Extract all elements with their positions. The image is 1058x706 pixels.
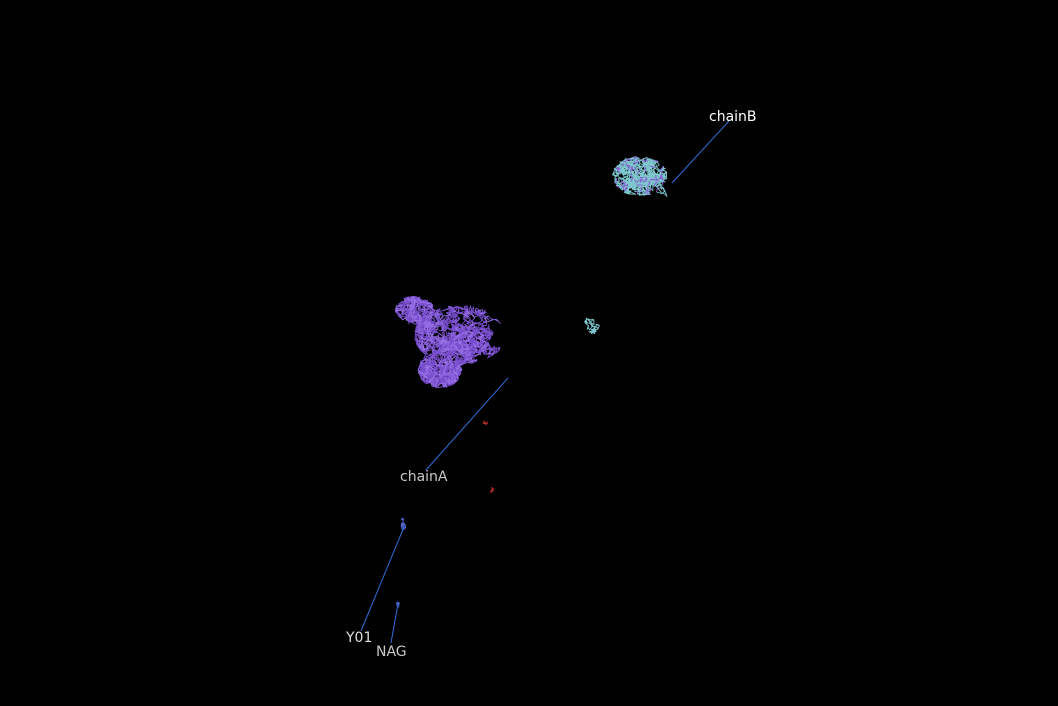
y01-leader-line [360, 526, 405, 632]
backbone-wire [395, 601, 401, 608]
chain-a-label: chainA [400, 469, 448, 485]
nag-label: NAG [376, 644, 407, 660]
chain-a-structure[interactable] [394, 295, 601, 389]
backbone-wire [612, 156, 668, 197]
chain-b-label: chainB [709, 109, 757, 125]
backbone-wire [584, 317, 601, 335]
backbone-wire-highlight [615, 156, 665, 196]
chain-b-leader-line [671, 120, 730, 184]
backbone-wire [490, 487, 495, 494]
backbone-wire-highlight [395, 295, 499, 388]
chain-b-structure[interactable] [612, 156, 668, 197]
chain-a-leader-line [425, 377, 509, 471]
y01-label: Y01 [345, 630, 372, 646]
nag-leader-line [390, 603, 399, 644]
backbone-wire [482, 420, 488, 426]
